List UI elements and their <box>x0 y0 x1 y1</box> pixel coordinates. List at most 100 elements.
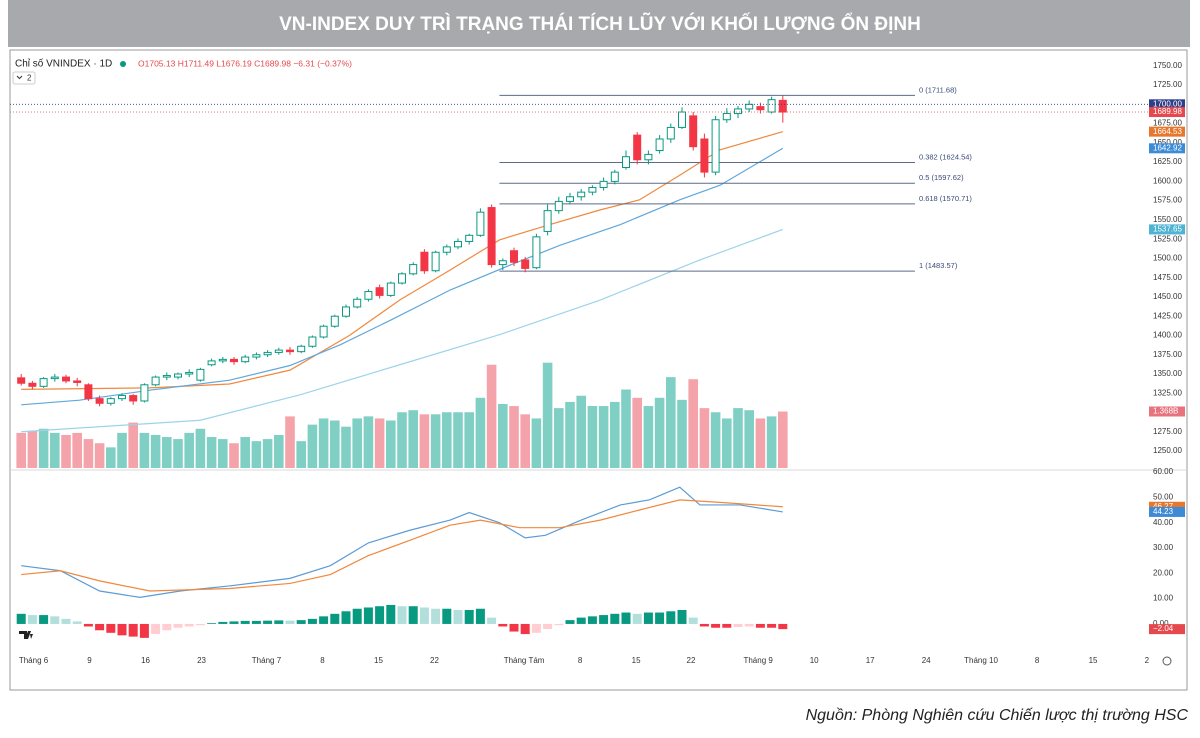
histogram-bar <box>453 610 463 624</box>
histogram-bar <box>341 611 351 624</box>
volume-bar <box>554 408 564 468</box>
histogram-bar <box>520 623 530 635</box>
candle-body <box>174 373 182 378</box>
candle-body <box>442 246 451 253</box>
histogram-bar <box>352 608 362 624</box>
candle-body <box>599 180 608 189</box>
histogram-bar <box>733 623 743 627</box>
candle-body <box>185 371 194 375</box>
candle-body <box>756 106 765 111</box>
volume-bar <box>83 439 94 468</box>
y-tick-label: 1375.00 <box>1153 350 1182 359</box>
candle-body <box>689 115 698 148</box>
y2-tick-label: 10.00 <box>1153 594 1174 603</box>
histogram-bar <box>554 623 564 626</box>
candle-body <box>62 376 70 382</box>
candle-body <box>510 250 518 263</box>
volume-bar <box>27 430 38 468</box>
volume-bar <box>520 414 530 468</box>
y2-tick-label: 50.00 <box>1153 492 1174 501</box>
y-tick-label: 1500.00 <box>1153 254 1182 263</box>
candle-body <box>767 99 776 113</box>
candle-body <box>50 376 59 380</box>
volume-bar <box>38 428 49 468</box>
histogram-bar <box>162 623 172 631</box>
y2-tick-label: 20.00 <box>1153 568 1174 577</box>
candle-body <box>84 384 93 400</box>
candle-body <box>409 264 418 275</box>
volume-bar <box>621 389 631 468</box>
candle-body <box>252 354 261 358</box>
volume-bar <box>274 434 284 468</box>
histogram-bar <box>72 621 82 624</box>
chevron-icon <box>16 75 23 80</box>
volume-bar <box>486 364 497 468</box>
histogram-bar <box>767 623 777 628</box>
histogram-bar <box>632 613 642 624</box>
volume-bar <box>755 418 766 468</box>
source-note: Nguồn: Phòng Nghiên cứu Chiến lược thị t… <box>806 707 1189 724</box>
collapse-button[interactable] <box>12 71 36 85</box>
candle-body <box>655 138 664 152</box>
volume-bar <box>229 443 239 468</box>
y-tick-label: 1750.00 <box>1153 61 1182 70</box>
x-tick-label: 24 <box>922 656 931 665</box>
x-tick-label: Tháng 7 <box>252 656 282 665</box>
candle-body <box>722 113 731 121</box>
histogram-bar <box>722 623 732 628</box>
candle-body <box>353 298 362 308</box>
y-tick-label: 1275.00 <box>1153 427 1182 436</box>
candle-body <box>711 119 720 173</box>
candle-body <box>745 103 754 110</box>
volume-bar <box>206 437 217 468</box>
candle-body <box>17 377 26 384</box>
candle-body <box>420 251 429 272</box>
y-tick-label: 1575.00 <box>1153 196 1182 205</box>
price-tag <box>1149 99 1185 110</box>
settings-icon[interactable] <box>1162 656 1172 666</box>
y2-tick-label: 40.00 <box>1153 518 1174 527</box>
price-tag-label: 1689.98 <box>1153 107 1182 116</box>
moving-average <box>21 228 784 433</box>
histogram-bar <box>229 621 239 624</box>
volume-bar <box>430 414 441 468</box>
fib-label: 0 (1711.68) <box>919 85 957 94</box>
histogram-bar <box>565 620 575 624</box>
candle-body <box>28 382 37 387</box>
moving-average <box>21 131 783 391</box>
chart-frame <box>9 49 1188 691</box>
price-tag-label: 1537.65 <box>1153 225 1182 234</box>
y-tick-label: 1550.00 <box>1153 215 1182 224</box>
volume-bar <box>531 418 542 468</box>
x-tick-label: 2 <box>1145 656 1150 665</box>
volume-bar <box>173 439 183 468</box>
candle-body <box>700 138 709 173</box>
candle-body <box>330 315 339 327</box>
x-tick-label: 10 <box>810 656 819 665</box>
histogram-bar <box>643 612 653 624</box>
candle-body <box>196 368 205 381</box>
indicator-tag-label: −2.04 <box>1153 624 1174 633</box>
volume-bar <box>643 406 654 468</box>
candle-body <box>129 395 138 402</box>
histogram-bar <box>95 623 105 631</box>
volume-bar <box>16 432 26 468</box>
histogram-bar <box>711 623 721 628</box>
histogram-bar <box>576 617 586 624</box>
candle-body <box>543 210 552 232</box>
price-tag-label: 1700.00 <box>1153 99 1182 108</box>
volume-bar <box>464 412 474 468</box>
histogram-bar <box>296 620 306 624</box>
candle-body <box>297 345 306 353</box>
histogram-bar <box>218 621 228 624</box>
volume-bar <box>318 418 329 468</box>
histogram-bar <box>106 623 116 633</box>
indicator-tag-label: 46.27 <box>1153 502 1174 511</box>
histogram-bar <box>442 608 452 624</box>
histogram-bar <box>139 623 149 638</box>
volume-bar <box>72 432 82 468</box>
y2-tick-label: 30.00 <box>1153 543 1174 552</box>
histogram-bar <box>263 620 273 624</box>
indicator-line <box>21 486 783 598</box>
candle-body <box>207 360 216 366</box>
